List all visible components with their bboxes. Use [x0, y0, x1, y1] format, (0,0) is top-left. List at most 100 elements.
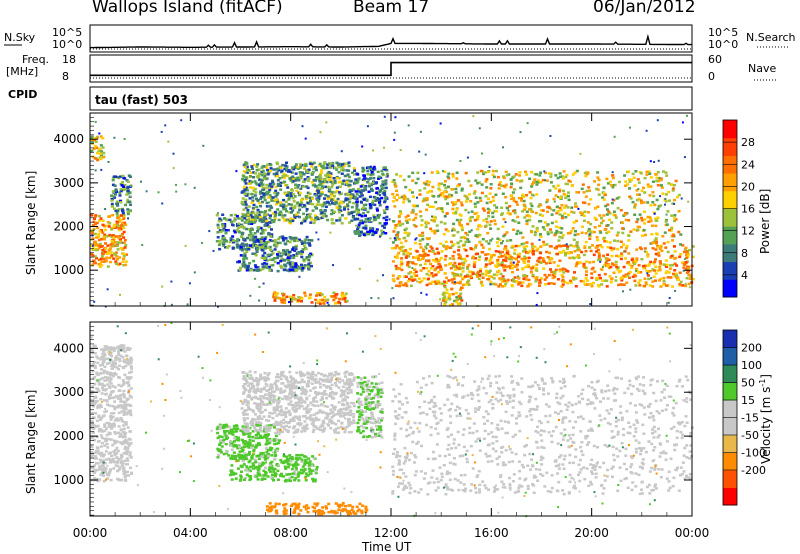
power-echo-cell: [594, 218, 598, 221]
power-echo-cell: [359, 230, 363, 234]
power-echo-cell: [300, 263, 303, 267]
power-echo-cell: [281, 205, 285, 209]
velocity-echo-cell: [111, 460, 115, 463]
power-echo-cell: [460, 203, 464, 207]
power-echo-cell: [250, 180, 254, 184]
power-echo-cell: [114, 260, 118, 263]
power-echo-cell: [262, 175, 266, 178]
power-echo-cell: [306, 191, 310, 195]
power-echo-cell: [511, 244, 515, 248]
power-echo-cell: [295, 189, 299, 193]
power-scatter-cell: [378, 194, 381, 197]
power-echo-cell: [456, 199, 460, 202]
velocity-echo-cell: [273, 426, 276, 429]
power-echo-cell: [286, 186, 290, 189]
power-echo-cell: [260, 220, 264, 224]
power-echo-cell: [423, 252, 427, 256]
power-echo-cell: [106, 251, 110, 254]
power-echo-cell: [231, 224, 235, 227]
power-echo-cell: [362, 203, 366, 207]
power-echo-cell: [526, 263, 530, 267]
power-echo-cell: [121, 181, 124, 184]
power-echo-cell: [432, 258, 435, 262]
velocity-echo-cell: [128, 394, 132, 397]
power-scatter-cell: [301, 206, 304, 209]
power-echo-cell: [314, 185, 318, 188]
power-scatter-cell: [431, 215, 433, 218]
power-echo-cell: [246, 267, 250, 270]
power-echo-cell: [307, 258, 311, 262]
power-echo-cell: [242, 208, 246, 211]
power-echo-cell: [241, 237, 245, 241]
power-echo-cell: [647, 277, 651, 281]
power-echo-cell: [518, 252, 522, 256]
velocity-echo-cell: [123, 445, 127, 449]
power-echo-cell: [664, 259, 668, 262]
power-echo-cell: [494, 250, 498, 253]
power-echo-cell: [589, 231, 593, 234]
power-echo-cell: [352, 201, 356, 205]
power-echo-cell: [362, 233, 366, 236]
velocity-echo-cell: [109, 468, 112, 471]
power-echo-cell: [424, 220, 428, 224]
power-echo-cell: [97, 233, 101, 236]
power-echo-cell: [391, 241, 395, 244]
velocity-echo-cell: [227, 425, 231, 429]
power-echo-cell: [673, 275, 677, 278]
power-echo-cell: [218, 247, 222, 251]
power-echo-cell: [460, 187, 464, 190]
power-scatter-cell: [161, 285, 164, 288]
power-echo-cell: [642, 267, 646, 270]
power-echo-cell: [354, 209, 358, 212]
power-echo-cell: [260, 248, 264, 252]
power-echo-cell: [119, 199, 122, 203]
power-echo-cell: [402, 201, 406, 204]
power-echo-cell: [278, 241, 282, 245]
power-echo-cell: [619, 283, 623, 286]
power-echo-cell: [120, 224, 124, 227]
power-echo-cell: [425, 208, 429, 212]
velocity-echo-cell: [269, 446, 273, 450]
power-echo-cell: [341, 298, 345, 301]
power-echo-cell: [499, 184, 503, 187]
power-echo-cell: [481, 251, 485, 254]
power-echo-cell: [266, 224, 270, 227]
power-echo-cell: [685, 256, 689, 260]
velocity-echo-cell: [112, 425, 116, 428]
power-echo-cell: [384, 232, 388, 235]
power-echo-cell: [116, 175, 120, 179]
power-echo-cell: [535, 276, 539, 279]
power-echo-cell: [283, 214, 287, 217]
power-echo-cell: [269, 253, 273, 256]
power-echo-cell: [642, 201, 646, 204]
power-echo-cell: [317, 195, 321, 198]
velocity-echo-cell: [272, 439, 276, 442]
power-echo-cell: [278, 177, 282, 180]
power-echo-cell: [561, 234, 565, 237]
power-echo-cell: [572, 278, 576, 281]
velocity-echo-cell: [129, 413, 133, 417]
power-echo-cell: [577, 256, 581, 259]
power-echo-cell: [573, 205, 577, 208]
power-echo-cell: [391, 260, 395, 263]
velocity-echo-cell: [110, 412, 113, 415]
power-echo-cell: [232, 239, 236, 242]
power-echo-cell: [287, 198, 291, 201]
power-echo-cell: [623, 275, 627, 278]
power-echo-cell: [429, 282, 433, 285]
power-echo-cell: [216, 223, 220, 227]
velocity-echo-cell: [258, 443, 262, 447]
power-echo-cell: [310, 301, 314, 304]
power-echo-cell: [98, 156, 102, 159]
velocity-echo-cell: [98, 467, 102, 470]
power-echo-cell: [326, 173, 329, 176]
power-echo-cell: [589, 282, 593, 286]
power-echo-cell: [407, 175, 411, 178]
power-echo-cell: [340, 294, 344, 297]
power-echo-cell: [601, 196, 605, 199]
velocity-echo-cell: [251, 439, 255, 443]
velocity-echo-cell: [120, 464, 124, 468]
power-echo-cell: [511, 191, 515, 194]
power-echo-cell: [126, 211, 130, 214]
power-echo-cell: [661, 192, 665, 195]
